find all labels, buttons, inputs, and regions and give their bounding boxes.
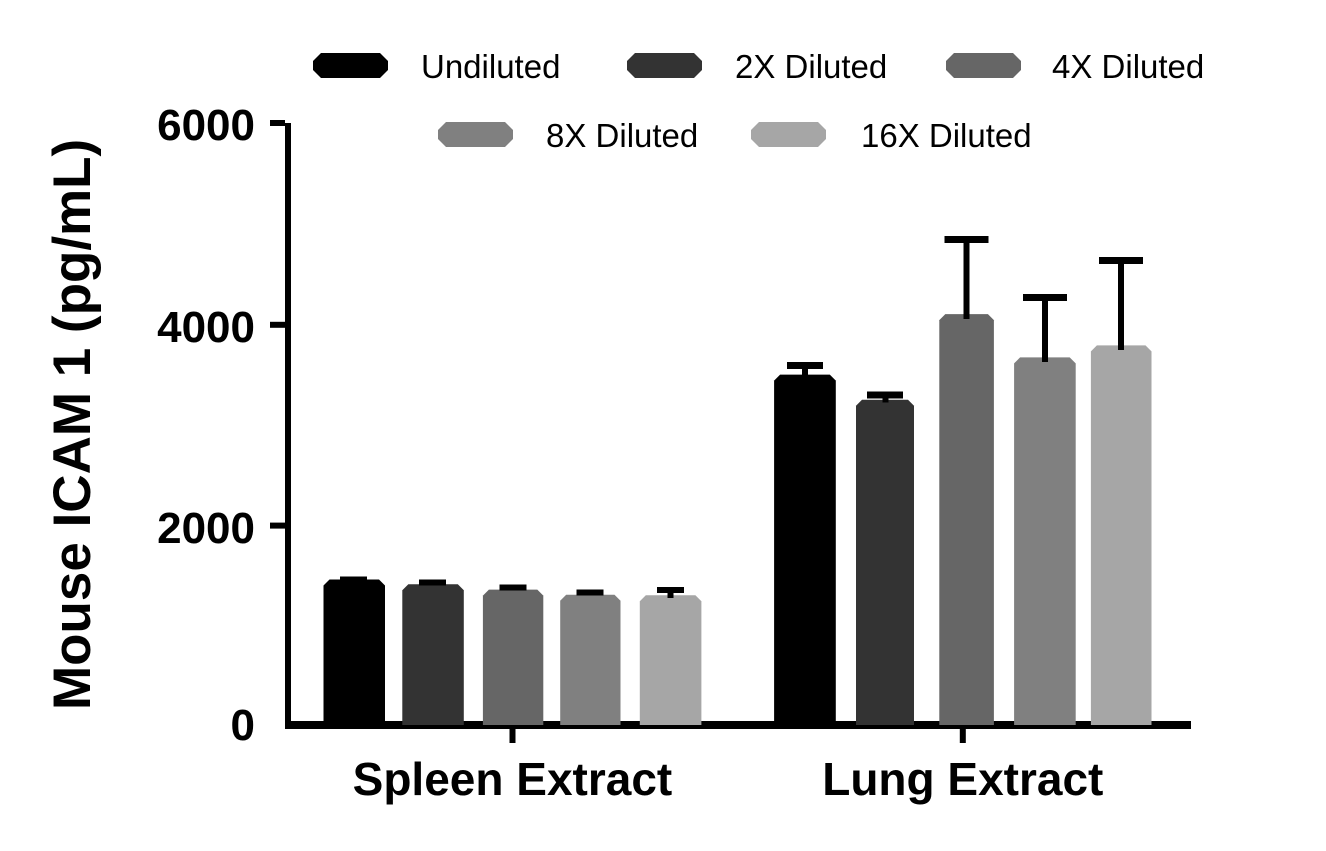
svg-text:6000: 6000 xyxy=(157,101,255,150)
svg-text:4000: 4000 xyxy=(157,303,255,352)
svg-text:2000: 2000 xyxy=(157,504,255,553)
svg-text:0: 0 xyxy=(231,701,255,750)
svg-text:Spleen Extract: Spleen Extract xyxy=(353,753,673,805)
svg-text:Lung Extract: Lung Extract xyxy=(822,753,1103,805)
